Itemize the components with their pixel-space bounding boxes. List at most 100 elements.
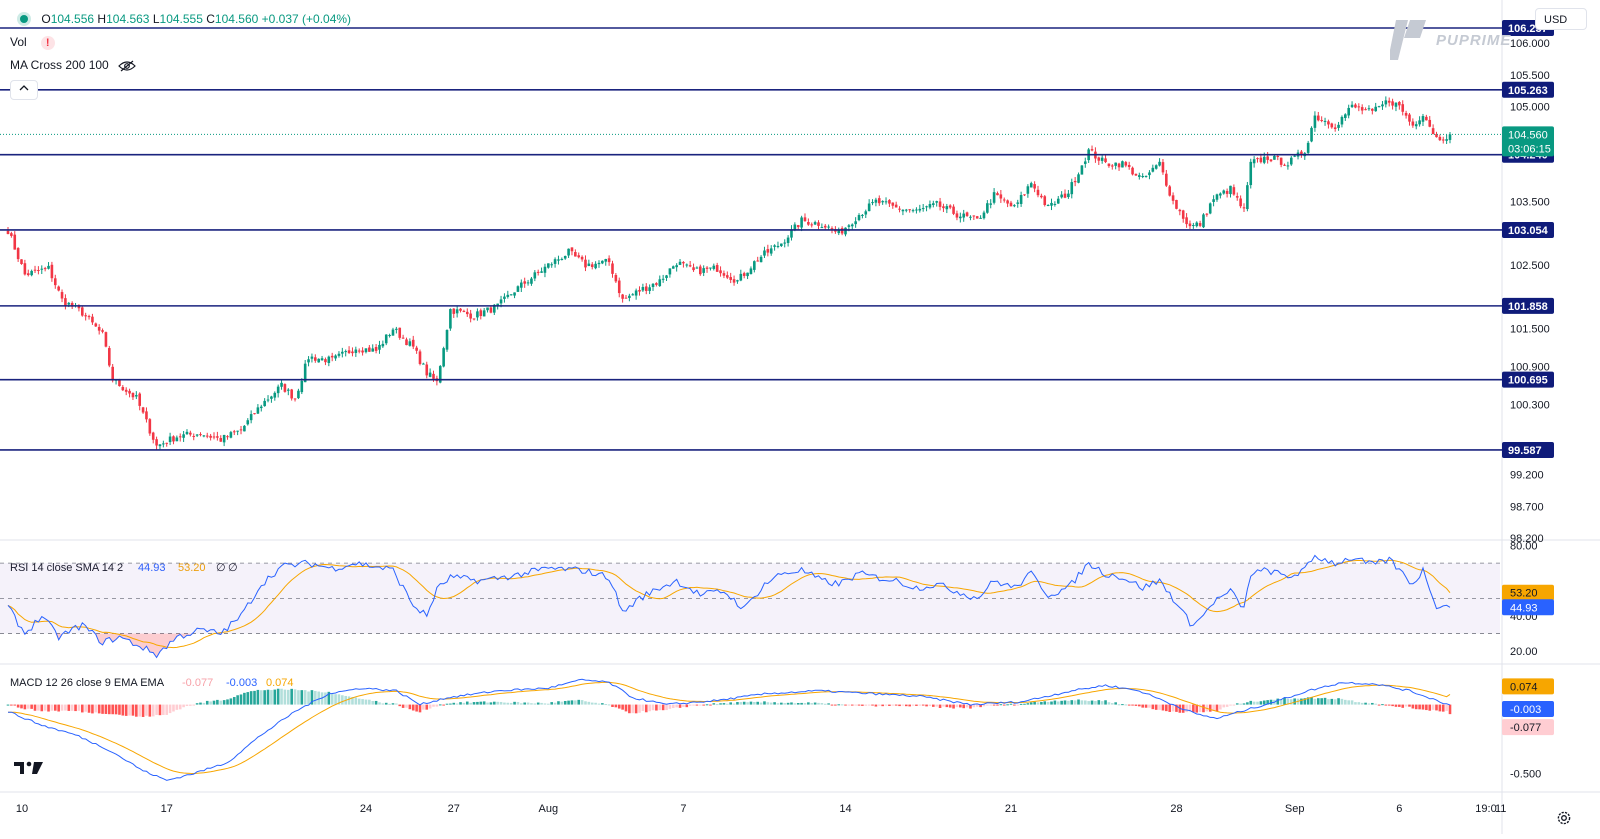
candle-body	[918, 208, 922, 211]
candle-body	[84, 315, 87, 317]
candle-body	[827, 226, 830, 228]
candle-body	[415, 347, 418, 351]
candle-body	[709, 267, 712, 269]
tradingview-logo[interactable]	[14, 760, 44, 781]
macd-histogram-bar	[114, 704, 118, 715]
candle-body	[891, 202, 895, 206]
candle-body	[1036, 189, 1040, 196]
candle-body	[411, 339, 415, 347]
price-tick-label: 106.000	[1510, 38, 1550, 50]
puprime-wordmark: PUPRIME	[1436, 32, 1512, 49]
macd-histogram-bar	[1259, 701, 1263, 705]
macd-histogram-bar	[509, 702, 513, 705]
macd-histogram-bar	[715, 704, 719, 706]
macd-histogram-bar	[50, 704, 54, 711]
candle-body	[374, 347, 378, 351]
candle-body	[30, 270, 33, 276]
candle-body	[1208, 203, 1212, 214]
macd-histogram-bar	[1337, 698, 1340, 705]
macd-histogram-bar	[317, 691, 320, 705]
warning-icon[interactable]: !	[40, 36, 55, 50]
candle-body	[1222, 190, 1226, 194]
chevron-up-icon	[19, 85, 29, 91]
candle-body	[280, 382, 283, 387]
hidden-eye-icon[interactable]	[118, 60, 136, 72]
candle-body	[567, 248, 570, 256]
macd-histogram-bar	[1360, 702, 1364, 705]
candle-body	[432, 373, 435, 379]
macd-histogram-bar	[449, 703, 452, 705]
candle-body	[182, 434, 185, 438]
candle-body	[425, 364, 429, 376]
macd-histogram-bar	[239, 694, 243, 705]
candle-body	[975, 216, 979, 219]
candle-body	[1414, 124, 1418, 127]
level-price-label: 99.587	[1508, 445, 1542, 457]
macd-histogram-bar	[604, 704, 608, 706]
price-tick-label: 105.000	[1510, 101, 1550, 113]
candle-body	[763, 250, 766, 256]
macd-histogram-bar	[1262, 700, 1266, 705]
macd-histogram-bar	[47, 704, 50, 712]
macd-hist-tag-label: -0.077	[1510, 722, 1541, 734]
candle-body	[702, 268, 705, 273]
ma-cross-indicator-label[interactable]: MA Cross 200 100	[10, 57, 136, 73]
candle-body	[921, 208, 925, 210]
candle-body	[1239, 198, 1242, 207]
candle-body	[874, 199, 878, 203]
candle-body	[1110, 165, 1114, 167]
macd-histogram-bar	[1026, 703, 1030, 705]
macd-histogram-bar	[904, 704, 908, 707]
candle-body	[844, 227, 847, 235]
candle-body	[898, 208, 901, 210]
macd-histogram-bar	[155, 704, 158, 715]
macd-histogram-bar	[682, 704, 685, 707]
candle-body	[357, 350, 361, 352]
macd-histogram-bar	[459, 702, 462, 705]
macd-histogram-bar	[908, 704, 911, 707]
candle-body	[482, 310, 486, 317]
macd-histogram-bar	[884, 704, 888, 706]
macd-hist-tag	[1502, 719, 1554, 736]
price-tick-label: 101.500	[1510, 324, 1550, 336]
candle-body	[459, 308, 462, 311]
time-tick-label: 10	[16, 803, 28, 815]
candle-body	[1249, 161, 1253, 186]
macd-tick-label: -0.500	[1510, 768, 1541, 780]
macd-histogram-bar	[867, 704, 871, 706]
macd-histogram-bar	[489, 702, 493, 705]
macd-histogram-bar	[975, 704, 979, 707]
macd-histogram-bar	[638, 704, 641, 713]
macd-histogram-bar	[30, 704, 33, 709]
settings-gear-icon[interactable]	[1556, 810, 1572, 830]
collapse-legend-button[interactable]	[10, 80, 38, 100]
candle-body	[901, 209, 905, 212]
candle-body	[1441, 139, 1445, 141]
macd-histogram-bar	[1053, 700, 1057, 705]
candle-body	[226, 436, 229, 438]
macd-histogram-bar	[1239, 703, 1242, 705]
candle-body	[1347, 107, 1350, 116]
macd-histogram-bar	[1276, 698, 1280, 705]
macd-histogram-bar	[1165, 704, 1168, 712]
vol-indicator-label[interactable]: Vol!	[10, 34, 55, 50]
candle-body	[989, 203, 993, 205]
macd-histogram-bar	[611, 704, 614, 707]
candle-body	[904, 209, 908, 211]
candle-body	[1033, 184, 1036, 189]
macd-histogram-bar	[1168, 704, 1172, 712]
macd-histogram-bar	[969, 704, 972, 709]
macd-histogram-bar	[64, 704, 67, 711]
macd-histogram-bar	[749, 701, 753, 705]
currency-selector[interactable]: USD	[1535, 8, 1587, 30]
macd-histogram-bar	[165, 704, 169, 715]
macd-histogram-bar	[999, 704, 1003, 706]
macd-tag-label: -0.003	[1510, 704, 1541, 716]
candle-body	[1330, 123, 1334, 128]
price-tick-label: 100.900	[1510, 362, 1550, 374]
ohlc-change: +0.037 (+0.04%)	[261, 12, 352, 26]
macd-histogram-bar	[151, 704, 155, 717]
candle-body	[796, 225, 800, 228]
macd-histogram-bar	[1323, 697, 1327, 705]
